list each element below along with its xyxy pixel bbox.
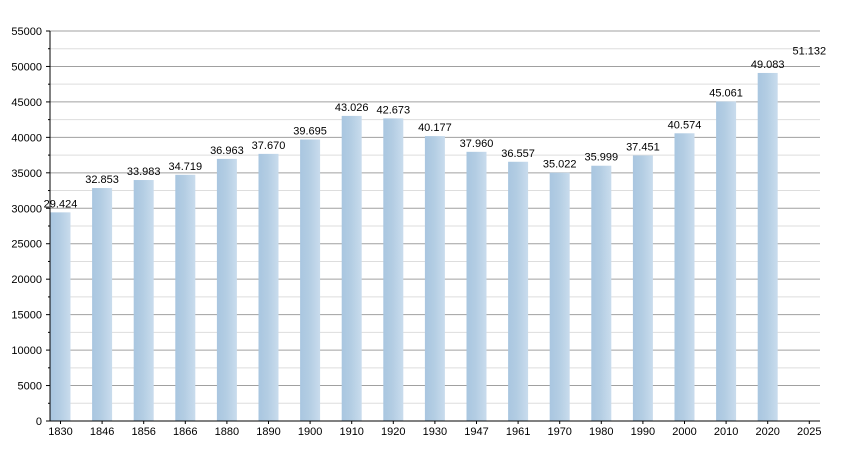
x-tick-label-1961: 1961 xyxy=(506,426,530,438)
axis-layer: 0 5000 10000 15000 20000 25000 30000 35000 40000… xyxy=(11,26,821,438)
bar-1930 xyxy=(424,136,445,421)
annotation-2025: 51.132 xyxy=(792,45,826,57)
x-tick-label-2000: 2000 xyxy=(672,426,696,438)
bar-1900 xyxy=(300,139,321,421)
data-label-1961: 36.557 xyxy=(501,148,535,160)
x-tick-label-2020: 2020 xyxy=(755,426,779,438)
data-label-1846: 32.853 xyxy=(85,174,119,186)
x-tick-label-1970: 1970 xyxy=(547,426,571,438)
y-tick-label: 5000 xyxy=(18,381,42,393)
data-label-1900: 39.695 xyxy=(293,126,327,138)
y-tick-label: 45000 xyxy=(11,97,42,109)
y-tick-label: 10000 xyxy=(11,345,42,357)
x-tick-label-1930: 1930 xyxy=(423,426,447,438)
data-label-1890: 37.670 xyxy=(252,140,286,152)
data-label-1970: 35.022 xyxy=(543,159,577,171)
x-tick-label-1846: 1846 xyxy=(90,426,114,438)
x-tick-label-1990: 1990 xyxy=(631,426,655,438)
x-tick-label-1830: 1830 xyxy=(48,426,72,438)
data-label-1856: 33.983 xyxy=(127,166,161,178)
data-label-1910: 43.026 xyxy=(335,102,369,114)
x-tick-label-2025: 2025 xyxy=(797,426,821,438)
bar-2010 xyxy=(716,101,737,421)
bar-1990 xyxy=(632,155,653,422)
data-label-1980: 35.999 xyxy=(584,152,618,164)
bar-layer xyxy=(50,72,778,422)
data-label-1930: 40.177 xyxy=(418,122,452,134)
bar-1866 xyxy=(175,174,196,421)
bar-1947 xyxy=(466,151,487,421)
data-label-1866: 34.719 xyxy=(168,161,202,173)
x-tick-label-1920: 1920 xyxy=(381,426,405,438)
y-tick-label: 25000 xyxy=(11,239,42,251)
data-label-1830: 29.424 xyxy=(44,198,78,210)
data-label-2000: 40.574 xyxy=(668,119,702,131)
y-tick-label: 50000 xyxy=(11,61,42,73)
data-label-1947: 37.960 xyxy=(460,138,494,150)
x-tick-label-1880: 1880 xyxy=(215,426,239,438)
x-tick-label-2010: 2010 xyxy=(714,426,738,438)
x-tick-label-1947: 1947 xyxy=(464,426,488,438)
bar-1961 xyxy=(508,161,529,421)
y-tick-label: 20000 xyxy=(11,274,42,286)
bar-1856 xyxy=(133,180,154,421)
data-label-1990: 37.451 xyxy=(626,141,660,153)
y-tick-label: 40000 xyxy=(11,132,42,144)
x-tick-label-1890: 1890 xyxy=(256,426,280,438)
y-tick-label: 15000 xyxy=(11,310,42,322)
x-tick-label-1980: 1980 xyxy=(589,426,613,438)
bar-1846 xyxy=(92,188,113,421)
data-label-1920: 42.673 xyxy=(376,104,410,116)
bar-1830 xyxy=(50,212,71,421)
y-tick-label: 0 xyxy=(36,416,42,428)
x-tick-label-1910: 1910 xyxy=(339,426,363,438)
bar-1910 xyxy=(341,115,362,421)
x-tick-label-1856: 1856 xyxy=(131,426,155,438)
x-tick-label-1900: 1900 xyxy=(298,426,322,438)
y-tick-label: 55000 xyxy=(11,26,42,38)
bar-1880 xyxy=(216,158,237,421)
bar-2000 xyxy=(674,133,695,421)
bar-1970 xyxy=(549,172,570,421)
bar-1890 xyxy=(258,153,279,422)
data-label-1880: 36.963 xyxy=(210,145,244,157)
x-tick-label-1866: 1866 xyxy=(173,426,197,438)
data-label-2010: 45.061 xyxy=(709,87,743,99)
y-tick-label: 30000 xyxy=(11,203,42,215)
label-layer: 29.424 32.853 33.983 34.719 36.963 37.670 39.6… xyxy=(44,45,826,210)
bar-1920 xyxy=(383,118,404,421)
data-label-2020: 49.083 xyxy=(751,59,785,71)
y-tick-label: 35000 xyxy=(11,168,42,180)
bar-1980 xyxy=(591,165,612,421)
bar-2020 xyxy=(757,72,778,421)
